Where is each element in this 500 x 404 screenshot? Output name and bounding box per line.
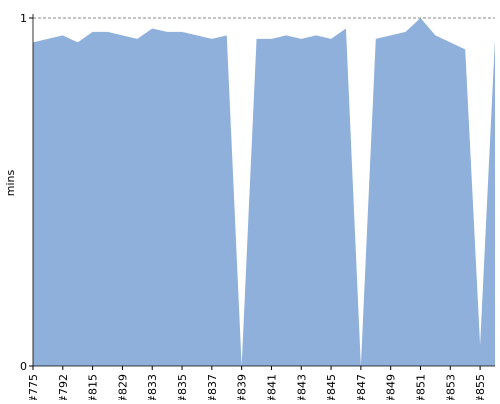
x-tick-label: #839 <box>236 374 249 400</box>
x-tick-label: #841 <box>265 374 278 400</box>
x-tick-label: #833 <box>146 374 159 400</box>
x-tick-label: #835 <box>176 374 189 400</box>
x-tick-label: #792 <box>57 374 70 400</box>
x-tick-label: #815 <box>87 374 100 400</box>
x-tick-label: #847 <box>355 374 368 400</box>
x-tick-label: #837 <box>206 374 219 400</box>
x-tick-label: #829 <box>116 374 129 400</box>
x-tick-label: #845 <box>325 374 338 400</box>
x-tick-label: #853 <box>444 374 457 400</box>
x-tick-label: #775 <box>27 374 40 400</box>
y-tick-label: 0 <box>20 360 27 373</box>
x-tick-label: #843 <box>295 374 308 400</box>
y-axis-label: mins <box>4 169 17 196</box>
area <box>33 18 495 366</box>
x-tick-label: #849 <box>385 374 398 400</box>
x-tick-label: #855 <box>474 374 487 400</box>
y-tick-label: 1 <box>20 12 27 25</box>
x-tick-label: #851 <box>414 374 427 400</box>
